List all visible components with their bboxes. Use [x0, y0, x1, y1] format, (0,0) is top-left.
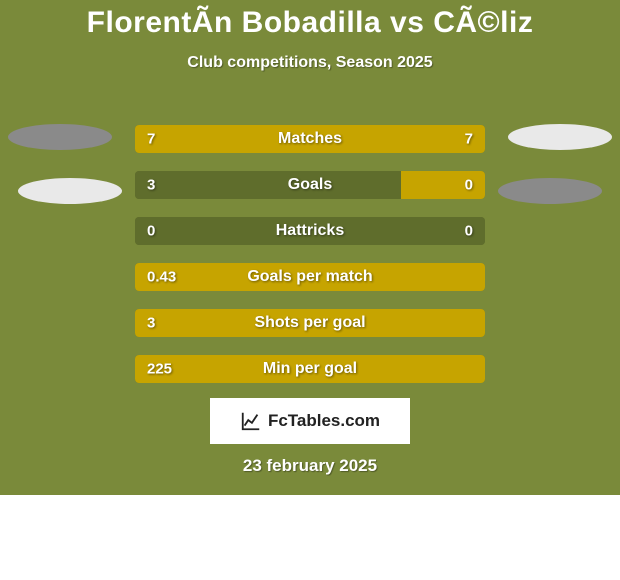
- logo-box: FcTables.com: [210, 398, 410, 444]
- stat-row: Hattricks00: [135, 217, 485, 245]
- stat-bar-right: [401, 171, 485, 199]
- stat-bar-left: [135, 125, 310, 153]
- stat-bar-left: [135, 171, 401, 199]
- player-right-shadow-2: [498, 178, 602, 204]
- stat-row: Matches77: [135, 125, 485, 153]
- stat-row: Shots per goal3: [135, 309, 485, 337]
- page-title: FlorentÃ­n Bobadilla vs CÃ©liz: [0, 0, 620, 40]
- stat-row: Goals per match0.43: [135, 263, 485, 291]
- stat-bar-left: [135, 217, 485, 245]
- stat-bars: Matches77 Goals30 Hattricks00 Goals per mat…: [135, 125, 485, 401]
- stat-bar-left: [135, 355, 485, 383]
- comparison-card: FlorentÃ­n Bobadilla vs CÃ©liz Club comp…: [0, 0, 620, 495]
- stat-bar-left: [135, 309, 485, 337]
- date-label: 23 february 2025: [0, 456, 620, 476]
- subtitle: Club competitions, Season 2025: [0, 54, 620, 72]
- player-left-shadow-2: [18, 178, 122, 204]
- stat-row: Min per goal225: [135, 355, 485, 383]
- stat-row: Goals30: [135, 171, 485, 199]
- chart-icon: [240, 410, 262, 432]
- player-right-shadow-1: [508, 124, 612, 150]
- stat-bar-right: [310, 125, 485, 153]
- stat-bar-left: [135, 263, 485, 291]
- logo-text: FcTables.com: [268, 411, 380, 431]
- player-left-shadow-1: [8, 124, 112, 150]
